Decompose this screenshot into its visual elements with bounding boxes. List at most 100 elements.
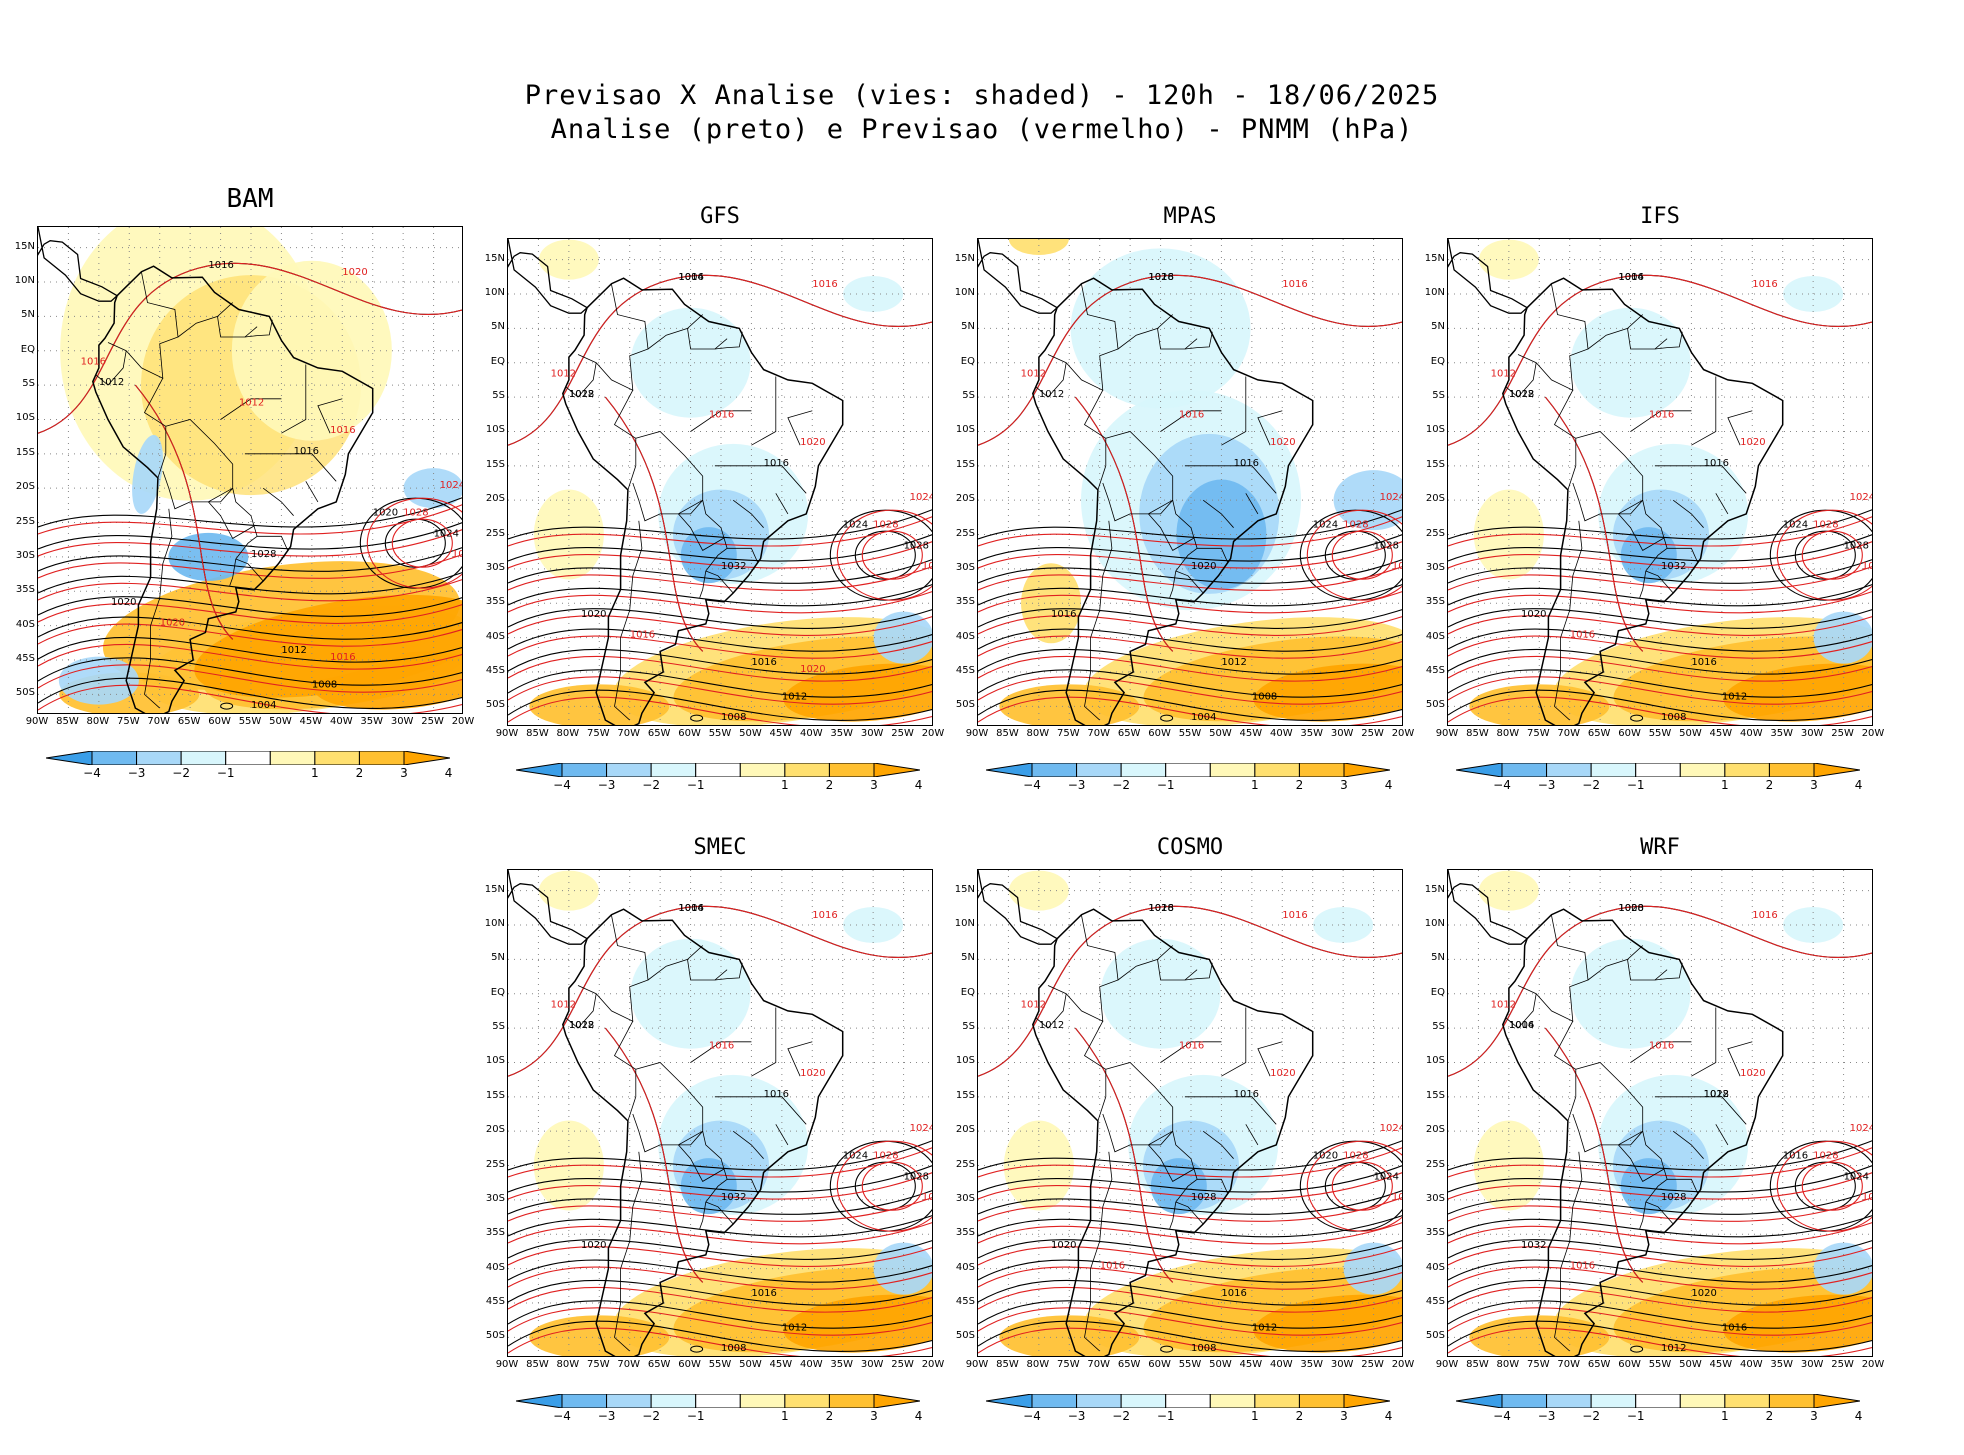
- colorbar-right-arrow: [403, 750, 451, 766]
- lat-tick-label: 10S: [15, 412, 35, 424]
- forecast-contour-label: 1032: [1862, 1192, 1873, 1203]
- lat-tick-label: 20S: [1425, 1124, 1445, 1136]
- colorbar-label: −2: [1582, 1409, 1600, 1423]
- lon-tick-label: 90W: [495, 728, 519, 739]
- lon-tick-label: 35W: [360, 716, 384, 727]
- lon-tick-label: 35W: [1300, 1359, 1324, 1370]
- colorbar-segment: [269, 750, 316, 766]
- lon-tick-label: 80W: [1496, 1359, 1520, 1370]
- lat-tick-label: 40S: [1425, 1261, 1445, 1273]
- colorbar-segment: [1724, 1393, 1770, 1409]
- coastline-central-america: [1448, 239, 1529, 314]
- forecast-contour-label: 1020: [160, 618, 185, 629]
- colorbar-label: −1: [686, 778, 705, 792]
- lon-tick-label: 50W: [1209, 728, 1232, 739]
- lon-tick-label: 50W: [739, 1359, 762, 1370]
- lon-tick-label: 35W: [1770, 728, 1794, 739]
- colorbar-label: −3: [127, 766, 146, 780]
- lat-tick-label: 35S: [485, 596, 505, 608]
- forecast-contours: [508, 274, 932, 725]
- lat-tick-label: 25S: [1425, 1158, 1445, 1170]
- analysis-contour-label: 1004: [678, 903, 703, 914]
- panel-title: BAM: [226, 184, 274, 214]
- lat-tick-label: EQ: [20, 343, 35, 355]
- forecast-contour-label: 1028: [1813, 1151, 1838, 1162]
- colorbar-segment: [1298, 1393, 1345, 1409]
- forecast-contour-label: 1016: [1570, 630, 1595, 641]
- colorbar-label: 1: [311, 766, 319, 780]
- lon-tick-label: 55W: [238, 716, 262, 727]
- forecast-contour-label: 1012: [1491, 368, 1516, 379]
- lon-tick-label: 65W: [647, 728, 671, 739]
- lon-tick-label: 50W: [1679, 728, 1702, 739]
- colorbar-segment: [1254, 762, 1300, 778]
- forecast-contour-label: 1020: [800, 437, 825, 448]
- forecast-contours: [508, 905, 932, 1356]
- lat-tick-label: 20S: [485, 493, 505, 505]
- analysis-contour-label: 1020: [1191, 561, 1216, 572]
- analysis-contour-label: 1028: [1148, 903, 1173, 914]
- panel-wrf: WRF 1020 1016 1012 1016 1024 1028 1032 1020 1016 1…: [1410, 835, 1890, 1455]
- colorbar-label: −2: [172, 766, 190, 780]
- colorbar-label: −3: [597, 1409, 616, 1423]
- lon-tick-label: 40W: [1739, 728, 1763, 739]
- analysis-contour-label: 1016: [1704, 458, 1729, 469]
- colorbar-segment: [1724, 762, 1770, 778]
- colorbar-segment: [650, 762, 697, 778]
- lat-tick-label: 5S: [492, 390, 505, 402]
- lon-tick-label: 60W: [208, 716, 231, 727]
- lon-tick-label: 45W: [769, 1359, 793, 1370]
- bias-shading: [999, 870, 1402, 1356]
- forecast-contour-label: 1016: [1570, 1261, 1595, 1272]
- colorbar-segment: [1590, 1393, 1637, 1409]
- bias-shading: [529, 239, 932, 725]
- lat-tick-label: 10S: [955, 1055, 975, 1067]
- forecast-contour-label: 1012: [239, 398, 264, 409]
- analysis-contour-label: 1008: [721, 712, 746, 723]
- lon-tick-label: 85W: [996, 1359, 1019, 1370]
- analysis-contour-label: 1016: [1783, 1151, 1808, 1162]
- analysis-contour-label: 1012: [569, 1020, 594, 1031]
- panel-smec: SMEC 1016 1012 1016 1024 1028 1032 1020 1016 1012…: [470, 835, 950, 1455]
- colorbar-label: 3: [1810, 778, 1818, 792]
- lat-tick-label: 40S: [15, 618, 35, 630]
- colorbar-segment: [1165, 762, 1211, 778]
- lon-tick-label: 55W: [1178, 728, 1202, 739]
- lat-tick-label: 15N: [954, 883, 975, 895]
- falkland-islands: [690, 1345, 704, 1353]
- forecast-contour-label: 1016: [630, 630, 655, 641]
- analysis-contour-label: 1020: [581, 609, 606, 620]
- lon-tick-label: 60W: [1618, 728, 1641, 739]
- lon-tick-label: 60W: [678, 1359, 701, 1370]
- colorbar-segment: [136, 750, 182, 766]
- analysis-contour-label: 1024: [1844, 1171, 1869, 1182]
- lon-tick-label: 45W: [1239, 728, 1263, 739]
- figure-title-line2: Analise (preto) e Previsao (vermelho) - …: [550, 114, 1414, 145]
- colorbar-label: 3: [400, 766, 408, 780]
- lat-tick-label: 15S: [485, 1089, 505, 1101]
- lat-tick-label: 10N: [1424, 286, 1445, 298]
- analysis-contour-label: 1012: [1704, 1089, 1729, 1100]
- analysis-contour-label: 1016: [1148, 272, 1173, 283]
- lon-tick-label: 35W: [830, 728, 854, 739]
- lon-tick-label: 70W: [1557, 1359, 1581, 1370]
- lon-tick-label: 25W: [891, 728, 914, 739]
- analysis-contour-label: 1012: [1509, 389, 1534, 400]
- panel-cosmo: COSMO 1016 1012 1016 1020 1024 1028 1020 1016 101…: [940, 835, 1420, 1455]
- coastline-south-america: [562, 908, 844, 1356]
- lat-tick-label: 15S: [1425, 458, 1445, 470]
- lon-tick-label: 55W: [1648, 728, 1672, 739]
- colorbar-label: 1: [1721, 1409, 1729, 1423]
- lon-tick-label: 20W: [1391, 728, 1415, 739]
- colorbar-label: −4: [553, 778, 571, 792]
- analysis-contour-label: 1016: [678, 272, 703, 283]
- analysis-contour-label: 1020: [1313, 1151, 1338, 1162]
- analysis-contour-label: 1016: [294, 446, 319, 457]
- forecast-contours: [978, 905, 1402, 1356]
- forecast-contour-label: 1016: [812, 910, 837, 921]
- forecast-contour-label: 1024: [1850, 492, 1873, 503]
- forecast-contour-label: 1024: [1850, 1123, 1873, 1134]
- lon-tick-label: 65W: [1587, 1359, 1611, 1370]
- lon-tick-label: 55W: [1648, 1359, 1672, 1370]
- lat-tick-label: 10S: [1425, 424, 1445, 436]
